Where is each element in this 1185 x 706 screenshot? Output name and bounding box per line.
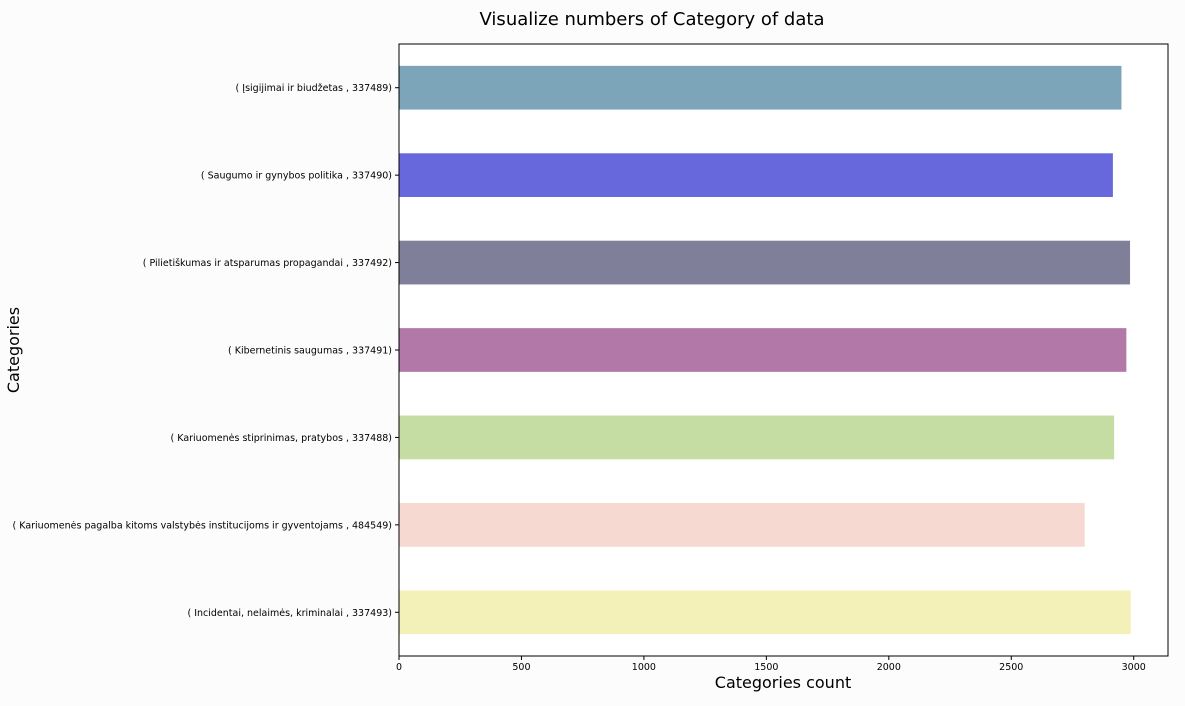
x-tick-label: 500 <box>512 662 530 673</box>
y-tick-label: ( Pilietiškumas ir atsparumas propaganda… <box>143 258 392 269</box>
bar <box>399 415 1115 460</box>
y-tick-label: ( Saugumo ir gynybos politika , 337490) <box>201 171 392 182</box>
bar <box>399 153 1113 197</box>
x-tick-label: 2500 <box>999 662 1023 673</box>
x-tick-label: 1500 <box>754 662 778 673</box>
bar <box>399 590 1131 635</box>
x-axis-label: Categories count <box>715 673 851 692</box>
chart-title: Visualize numbers of Category of data <box>480 9 825 30</box>
x-tick-label: 0 <box>396 662 402 673</box>
y-axis-label: Categories <box>4 307 23 393</box>
bar <box>399 503 1085 547</box>
y-tick-label: ( Kariuomenės stiprinimas, pratybos , 33… <box>171 433 392 444</box>
y-tick-label: ( Kibernetinis saugumas , 337491) <box>228 346 392 357</box>
bar <box>399 65 1122 110</box>
bar <box>399 328 1127 372</box>
x-tick-label: 1000 <box>632 662 656 673</box>
y-tick-label: ( Incidentai, nelaimės, kriminalai , 337… <box>187 608 392 619</box>
y-tick-label: ( Kariuomenės pagalba kitoms valstybės i… <box>13 520 392 531</box>
x-tick-label: 2000 <box>877 662 901 673</box>
y-tick-label: ( Įsigijimai ir biudžetas , 337489) <box>236 83 392 94</box>
bar <box>399 240 1131 285</box>
x-tick-label: 3000 <box>1122 662 1146 673</box>
